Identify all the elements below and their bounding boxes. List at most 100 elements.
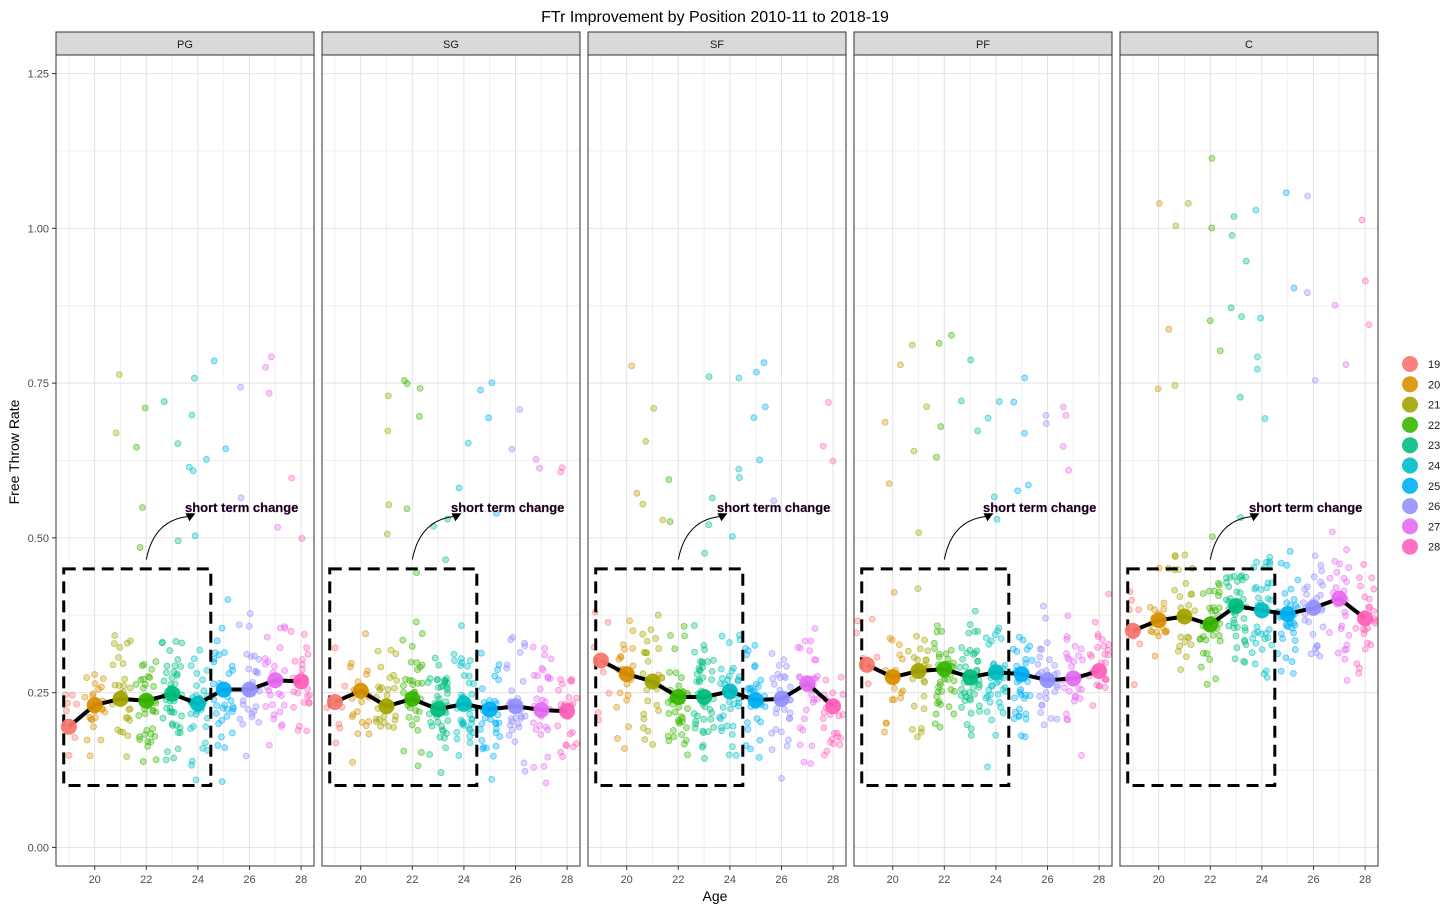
data-point: [384, 427, 392, 435]
legend-key: [1402, 477, 1418, 494]
data-point: [1342, 361, 1350, 369]
data-point: [1264, 595, 1272, 603]
data-point: [1223, 574, 1230, 582]
data-point: [287, 628, 295, 635]
data-point: [1038, 701, 1046, 709]
data-point: [511, 738, 519, 746]
data-point: [1131, 681, 1138, 689]
data-point: [778, 728, 785, 736]
data-point: [65, 751, 73, 759]
data-point: [176, 729, 184, 736]
data-point: [757, 676, 765, 684]
data-point: [780, 656, 788, 664]
data-point: [835, 712, 843, 720]
data-point: [1301, 585, 1309, 593]
data-point: [193, 670, 201, 677]
data-point: [305, 699, 313, 706]
data-point: [400, 682, 407, 690]
data-point: [299, 656, 306, 663]
panel-border: [321, 54, 581, 867]
data-point: [1283, 561, 1291, 569]
data-point: [281, 667, 289, 675]
data-point: [613, 703, 621, 711]
data-point: [492, 729, 500, 737]
data-point: [890, 588, 898, 596]
data-point: [390, 671, 397, 679]
legend-key: [1402, 457, 1418, 474]
data-point: [203, 666, 211, 674]
data-point: [505, 731, 513, 739]
data-point: [1222, 596, 1230, 604]
data-point: [813, 672, 821, 680]
data-point: [1215, 592, 1222, 600]
data-point: [1043, 639, 1051, 646]
mean-point: [936, 661, 953, 678]
data-point: [693, 670, 701, 678]
data-point: [747, 745, 754, 753]
data-point: [899, 655, 906, 663]
data-point: [897, 361, 904, 369]
annotation-label: short term change: [185, 500, 298, 515]
mean-point: [430, 701, 447, 718]
data-point: [965, 629, 973, 637]
data-point: [478, 737, 486, 744]
data-point: [643, 637, 651, 645]
data-point: [112, 429, 120, 437]
data-point: [1253, 353, 1261, 361]
data-point: [453, 728, 461, 736]
annotation-arrowhead: [1249, 513, 1260, 522]
data-point: [1162, 628, 1170, 636]
data-point: [820, 724, 828, 732]
data-point: [1078, 686, 1086, 693]
data-point: [443, 674, 451, 682]
data-point: [1023, 646, 1031, 653]
data-point: [640, 715, 648, 723]
data-point: [886, 634, 894, 642]
data-point: [1013, 648, 1021, 655]
data-point: [1268, 641, 1276, 649]
data-point: [412, 707, 420, 714]
data-point: [1313, 642, 1321, 650]
data-point: [692, 717, 699, 725]
data-point: [408, 643, 416, 650]
data-point: [229, 666, 237, 674]
data-point: [783, 663, 790, 670]
facet-label: PF: [976, 39, 990, 51]
data-point: [904, 647, 912, 655]
data-point: [1094, 644, 1101, 651]
data-point: [649, 741, 656, 748]
data-point: [532, 456, 540, 463]
data-point: [166, 704, 174, 712]
data-point: [1037, 709, 1045, 716]
data-point: [718, 675, 726, 682]
annotation-arrow: [943, 515, 990, 560]
data-point: [1358, 216, 1366, 224]
data-point: [547, 655, 555, 663]
data-point: [187, 662, 195, 669]
data-point: [437, 769, 445, 776]
data-point: [1040, 721, 1048, 729]
mean-point: [825, 698, 842, 715]
data-point: [755, 754, 763, 761]
data-point: [881, 418, 889, 426]
data-point: [959, 655, 967, 663]
data-point: [374, 647, 382, 655]
mean-point: [910, 662, 927, 679]
data-point: [1102, 675, 1110, 683]
data-point: [1233, 578, 1241, 585]
data-point: [298, 535, 306, 542]
data-point: [908, 341, 916, 349]
data-point: [223, 712, 231, 720]
data-point: [1253, 365, 1261, 373]
data-point: [958, 644, 966, 651]
annotation-arrowhead: [983, 513, 994, 522]
data-point: [961, 697, 969, 705]
data-point: [839, 691, 847, 698]
data-point: [639, 630, 647, 638]
data-point: [150, 682, 157, 690]
data-point: [897, 694, 905, 702]
annotation-arrow: [677, 515, 724, 560]
data-point: [135, 712, 143, 719]
data-point: [1236, 393, 1244, 401]
data-point: [83, 736, 91, 744]
